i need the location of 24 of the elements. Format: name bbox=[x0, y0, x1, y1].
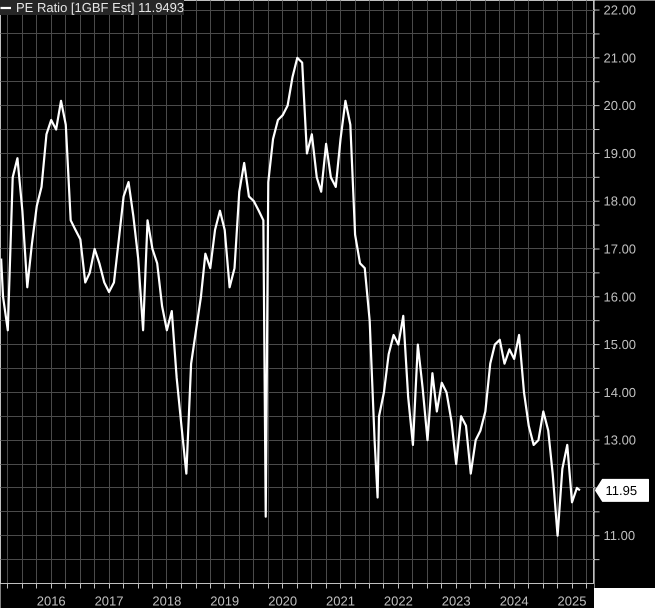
x-tick-label: 2020 bbox=[268, 594, 298, 608]
x-tick-label: 2023 bbox=[442, 594, 471, 608]
y-tick-label: 22.00 bbox=[604, 2, 636, 18]
x-tick-label: 2019 bbox=[210, 594, 240, 608]
x-tick-label: 2016 bbox=[36, 594, 66, 608]
y-tick-label: 16.00 bbox=[604, 289, 636, 304]
x-tick-label: 2018 bbox=[152, 594, 182, 608]
x-tick-label: 2017 bbox=[94, 594, 124, 608]
y-tick-label: 20.00 bbox=[604, 98, 636, 114]
line-series bbox=[0, 56, 582, 537]
legend-label: PE Ratio [1GBF Est] 11.9493 bbox=[16, 0, 184, 15]
y-tick-label: 11.00 bbox=[604, 528, 636, 544]
y-tick-label: 18.00 bbox=[604, 194, 636, 209]
x-tick-label: 2025 bbox=[558, 594, 586, 608]
y-tick-label: 15.00 bbox=[604, 337, 636, 352]
y-tick-label: 17.00 bbox=[604, 241, 636, 256]
y-tick-label: 14.00 bbox=[604, 384, 636, 400]
x-tick-label: 2021 bbox=[326, 594, 355, 608]
y-tick-label: 21.00 bbox=[604, 50, 636, 66]
x-tick-label: 2024 bbox=[500, 594, 529, 608]
y-tick-label: 19.00 bbox=[604, 146, 636, 161]
annotation: 11.95 bbox=[606, 482, 638, 498]
x-tick-label: 2022 bbox=[384, 594, 413, 608]
y-tick-label: 13.00 bbox=[604, 432, 636, 448]
